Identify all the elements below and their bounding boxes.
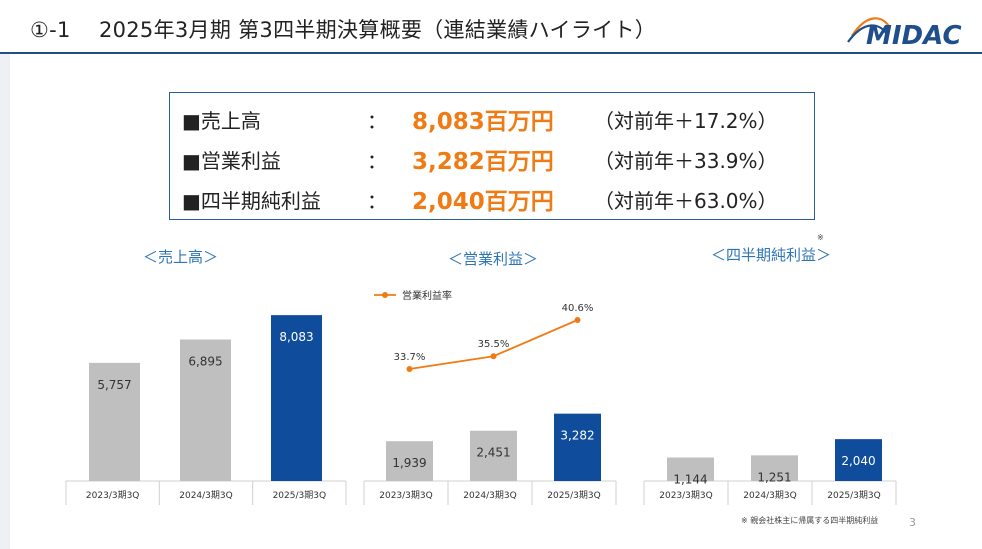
footnote: ※ 親会社株主に帰属する四半期純利益 [741,516,879,525]
bar-value-label: 8,083 [279,330,313,344]
bar [667,457,714,481]
x-tick-label: 2024/3期3Q [743,490,796,501]
chart-title-net-income: ＜四半期純利益＞ [711,246,832,264]
x-tick-label: 2023/3期3Q [86,490,139,501]
line-value-label: 35.5% [478,339,510,350]
x-tick-label: 2025/3期3Q [547,490,600,501]
bar-value-label: 5,757 [97,378,131,392]
line-value-label: 33.7% [394,352,426,363]
bar-value-label: 2,451 [476,446,510,460]
bar-value-label: 3,282 [560,429,594,443]
svg-text:MIDAC: MIDAC [866,21,962,51]
line-point [574,317,581,324]
logo-wave-icon [847,17,891,43]
line-value-label: 40.6% [562,303,594,314]
left-margin-strip [0,54,10,549]
legend-label: 営業利益率 [402,289,452,302]
bar [386,441,433,481]
bar-value-label: 6,895 [188,355,222,369]
net-income-note-mark: ※ [817,233,824,242]
x-tick-label: 2023/3期3Q [659,490,712,501]
legend-marker [382,292,388,298]
summary-colon: ： [367,189,387,213]
summary-value: 3,282百万円 [412,149,554,175]
summary-value: 8,083百万円 [412,109,554,135]
x-tick-label: 2024/3期3Q [179,490,232,501]
summary-label: ■営業利益 [182,149,281,173]
summary-box: ■売上高 ： 8,083百万円 （対前年＋17.2%） ■営業利益 ： 3,28… [169,92,815,220]
bar-value-label: 1,939 [392,456,426,470]
summary-yoy: （対前年＋33.9%） [594,149,778,173]
bar-value-label: 1,251 [757,470,791,484]
bar [271,315,322,481]
line-point [406,366,413,372]
summary-yoy: （対前年＋17.2%） [594,109,778,133]
summary-label: ■売上高 [182,109,261,133]
midac-logo: MIDAC [847,17,962,51]
x-tick-label: 2025/3期3Q [273,490,326,501]
title-divider [0,52,982,54]
x-tick-label: 2024/3期3Q [463,490,516,501]
bar [835,439,882,481]
summary-value: 2,040百万円 [412,189,554,215]
bar [180,339,231,481]
bar [751,455,798,481]
x-tick-label: 2025/3期3Q [827,490,880,501]
summary-row-operating-profit: ■営業利益 ： 3,282百万円 （対前年＋33.9%） [182,137,812,177]
chart-title-operating-profit: ＜営業利益＞ [448,250,539,268]
bar [470,430,517,481]
summary-row-sales: ■売上高 ： 8,083百万円 （対前年＋17.2%） [182,97,812,137]
page-number: 3 [909,516,916,529]
slide-title: ①-1 2025年3月期 第3四半期決算概要（連結業績ハイライト） [30,18,657,42]
bar [89,362,140,481]
summary-row-net-income: ■四半期純利益 ： 2,040百万円 （対前年＋63.0%） [182,177,812,217]
summary-colon: ： [367,149,387,173]
bar-value-label: 1,144 [673,473,707,487]
line-point [490,353,497,360]
summary-yoy: （対前年＋63.0%） [594,189,778,213]
x-tick-label: 2023/3期3Q [379,490,432,501]
bar [554,413,601,481]
summary-label: ■四半期純利益 [182,189,321,213]
bar-value-label: 2,040 [841,454,875,468]
chart-title-sales: ＜売上高＞ [143,248,219,266]
summary-colon: ： [367,109,387,133]
